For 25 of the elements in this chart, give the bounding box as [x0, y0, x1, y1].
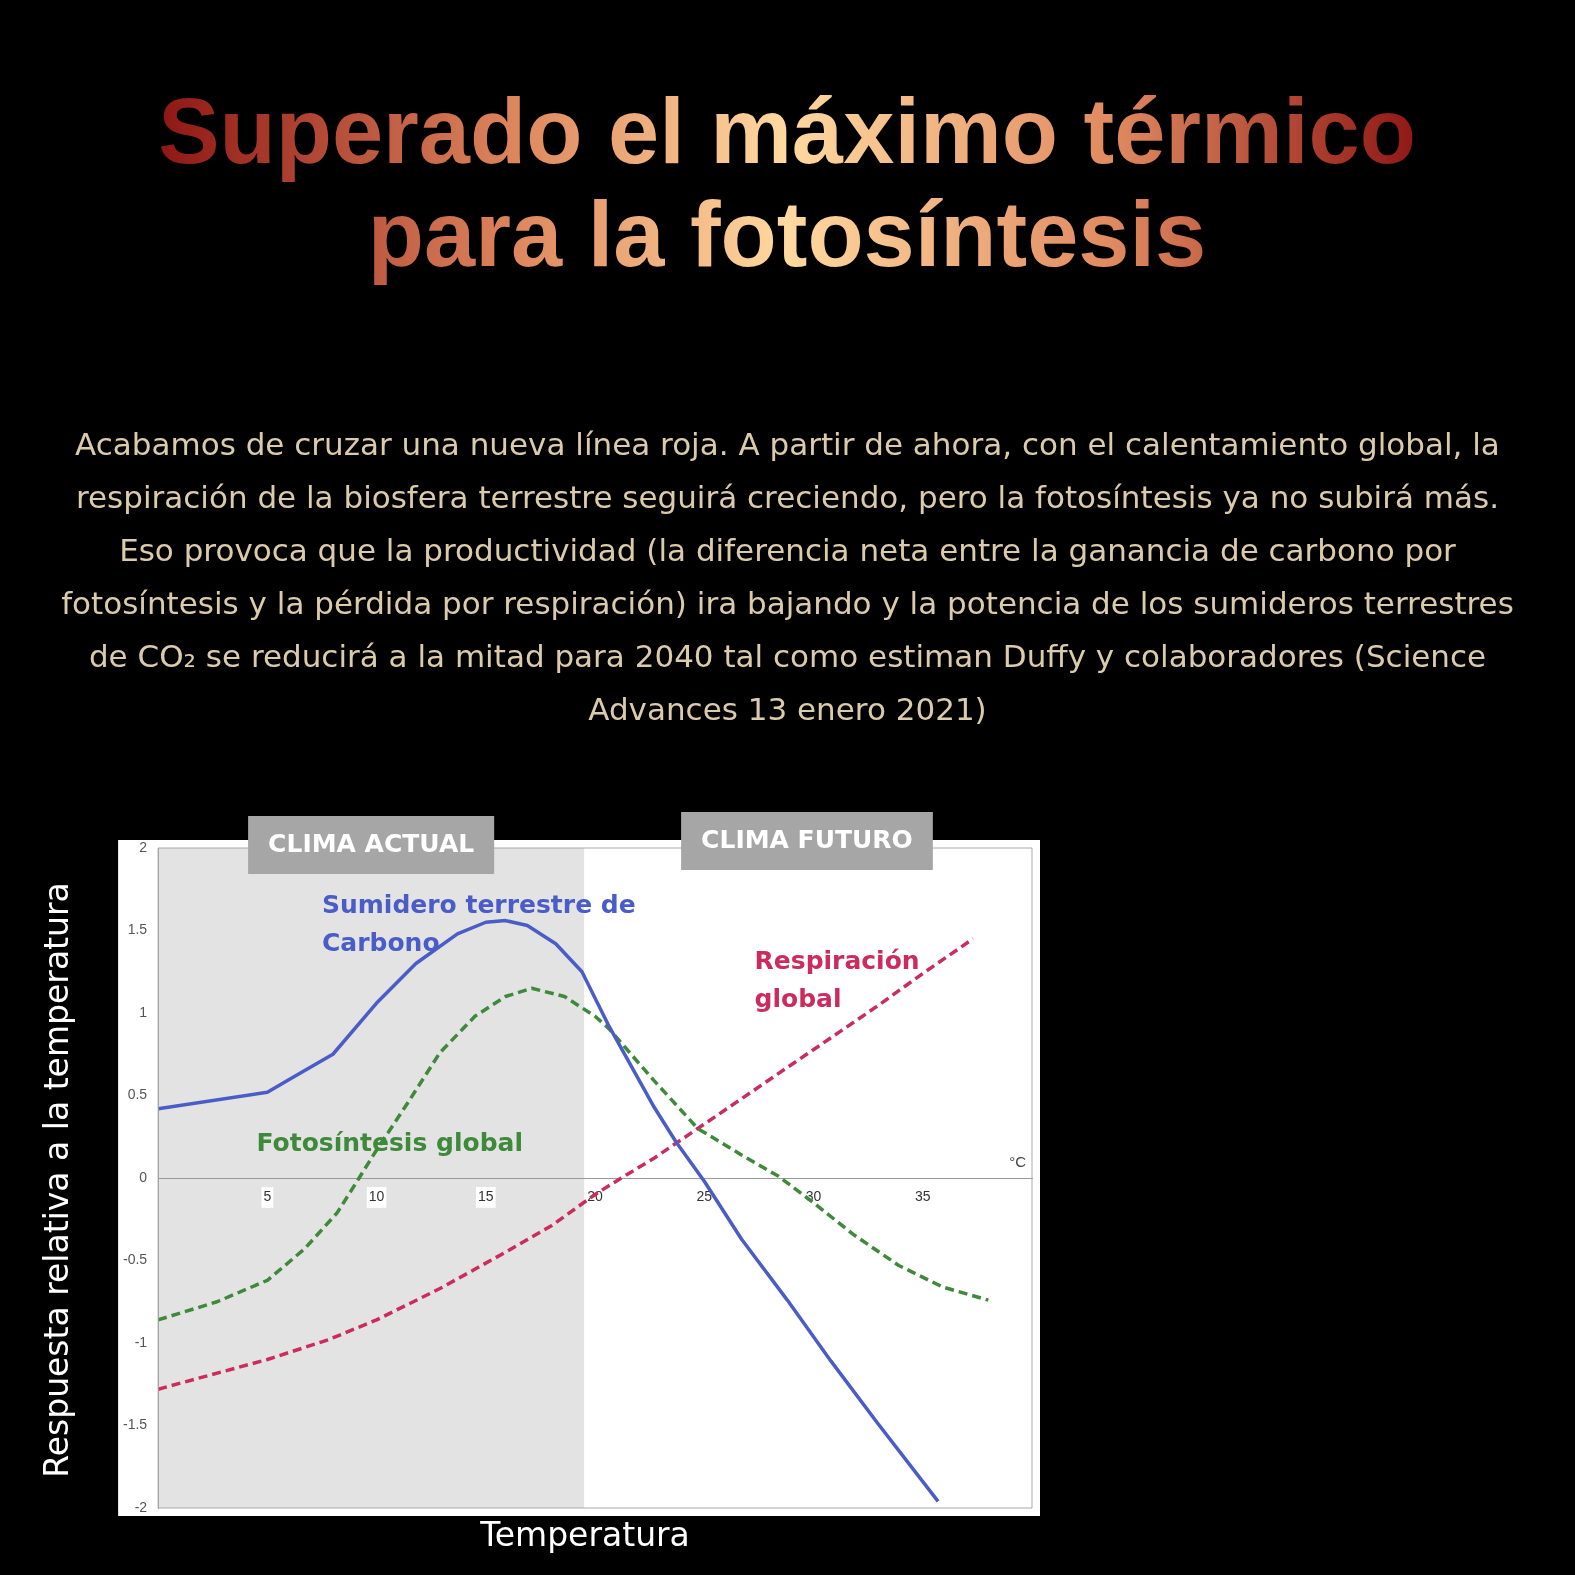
series-label: Sumidero terrestre de Carbono [321, 890, 636, 958]
y-axis-title: Respuesta relativa a la temperatura [36, 882, 76, 1478]
y-tick-label: 1 [139, 1003, 148, 1020]
x-axis-title: Temperatura [480, 1515, 690, 1554]
x-tick-label: 5 [263, 1188, 272, 1205]
y-tick-label: -0.5 [123, 1251, 148, 1268]
chart-subtitle: Acabamos de cruzar una nueva línea roja. A partir de ahora, con el calentamiento global, la respiración de la biosfera terrestre seguirá creciendo, pero la fotosíntesis ya no subirá más. Eso provoca que la productividad (la diferencia neta entre la ganancia de carbono por fotosíntesis y la pérdida por respiración) ira bajando y la potencia de los sumideros terrestres de CO₂ se reducirá a la mitad para 2040 tal como estiman Duffy y colaboradores (Science Advances 13 enero 2021) [60, 425, 1515, 729]
annotation: CLIMA FUTURO [701, 824, 913, 854]
line-series [158, 986, 991, 1322]
x-tick-label: 35 [914, 1188, 931, 1205]
y-tick-label: 0 [139, 1168, 148, 1185]
x-tick-label: 10 [368, 1188, 385, 1205]
chart-title: Superado el máximo térmico para la fotosíntesis [137, 80, 1437, 287]
y-tick-label: 1.5 [127, 921, 148, 938]
band-label: CLIMA ACTUAL [268, 828, 475, 858]
y-tick-label: 0.5 [127, 1086, 148, 1103]
y-tick-label: -1 [134, 1333, 148, 1350]
y-tick-label: -2 [134, 1498, 148, 1515]
series-label: Fotosíntesis global [256, 1127, 523, 1157]
series-label: Respiración global [754, 946, 920, 1014]
x-tick-label: 15 [478, 1188, 494, 1205]
x-tick-label: 25 [696, 1188, 713, 1205]
y-tick-label: -1.5 [123, 1416, 148, 1433]
y-tick-label: 2 [139, 838, 148, 855]
annotation: °C [1009, 1152, 1027, 1170]
